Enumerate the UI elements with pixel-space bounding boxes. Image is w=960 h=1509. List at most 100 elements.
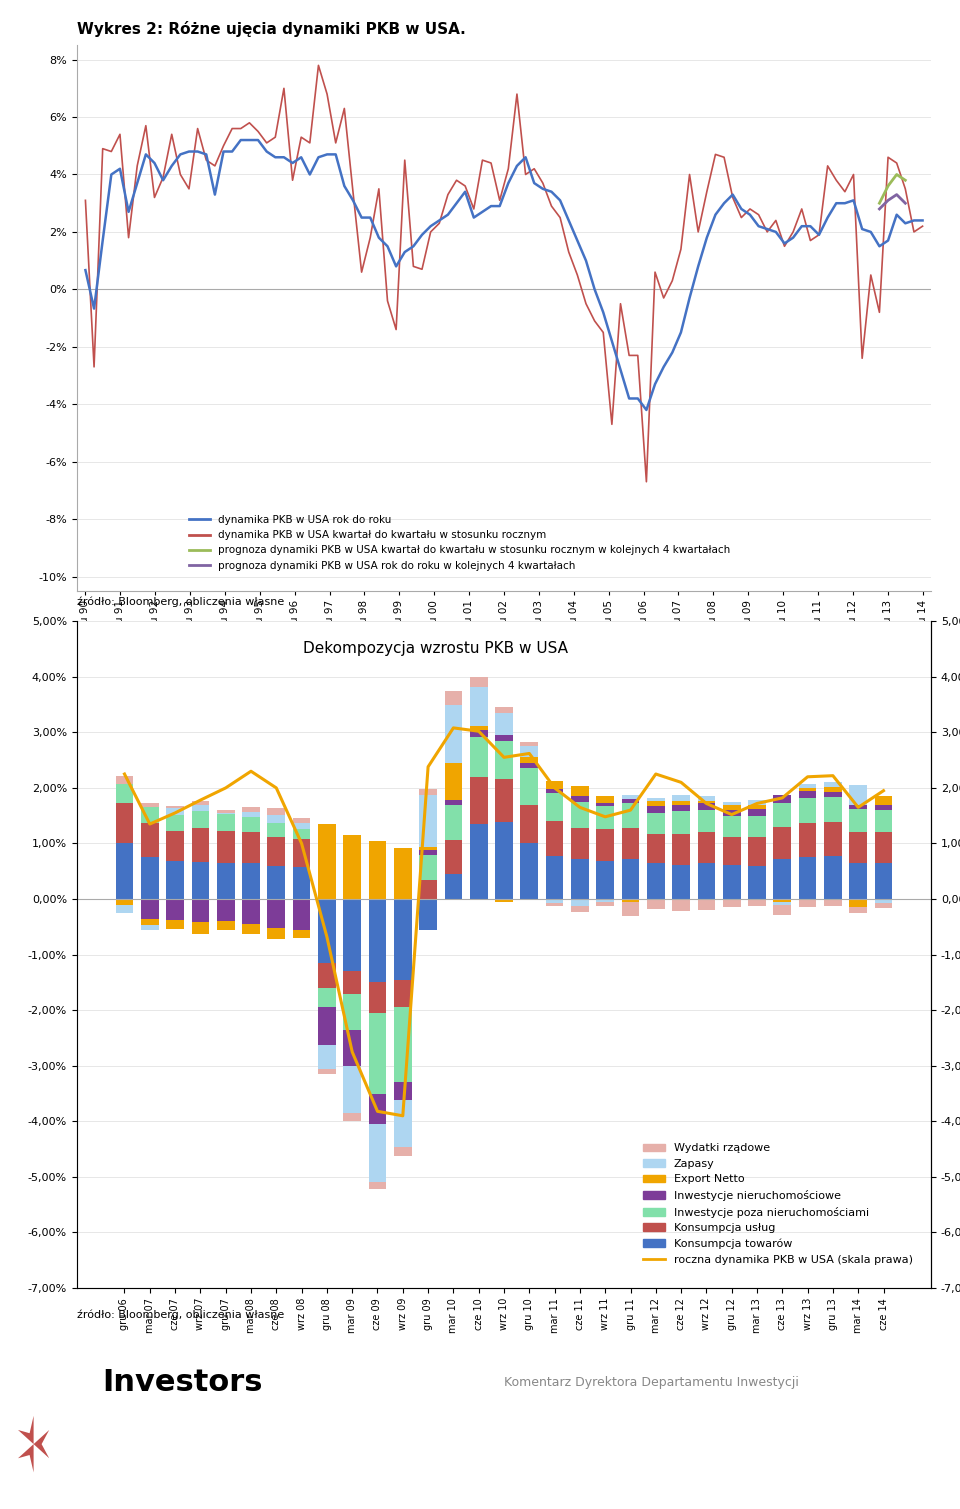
Bar — [824, 899, 842, 905]
Bar — [774, 904, 791, 914]
Bar — [672, 865, 690, 899]
Bar — [469, 730, 488, 736]
Bar — [192, 806, 209, 810]
Bar — [571, 859, 588, 899]
Bar — [217, 863, 234, 899]
Bar — [369, 899, 386, 982]
Bar — [698, 801, 715, 803]
Bar — [268, 928, 285, 939]
Bar — [774, 902, 791, 904]
Bar — [217, 810, 234, 813]
Bar — [596, 899, 614, 902]
Bar — [469, 777, 488, 824]
Bar — [850, 899, 867, 907]
Bar — [824, 792, 842, 797]
Bar — [495, 706, 513, 714]
Bar — [192, 801, 209, 806]
Bar — [268, 807, 285, 815]
Bar — [166, 862, 184, 899]
Bar — [596, 806, 614, 828]
Bar — [318, 988, 336, 1008]
Bar — [344, 834, 361, 899]
Bar — [242, 812, 260, 816]
Bar — [698, 803, 715, 810]
Bar — [141, 803, 158, 807]
Bar — [344, 972, 361, 993]
Bar — [799, 822, 816, 857]
Bar — [495, 822, 513, 899]
Bar — [318, 824, 336, 899]
Bar — [344, 899, 361, 972]
Bar — [369, 841, 386, 899]
Bar — [369, 1183, 386, 1189]
Bar — [875, 899, 893, 904]
Bar — [647, 899, 664, 908]
Bar — [520, 747, 539, 758]
Bar — [394, 848, 412, 899]
Bar — [622, 859, 639, 899]
Bar — [622, 803, 639, 828]
Bar — [495, 779, 513, 822]
Bar — [166, 815, 184, 830]
Bar — [622, 800, 639, 803]
Bar — [520, 764, 539, 768]
Bar — [166, 809, 184, 815]
Bar — [850, 863, 867, 899]
Bar — [469, 676, 488, 687]
Bar — [420, 795, 437, 848]
Polygon shape — [18, 1444, 34, 1473]
Bar — [495, 741, 513, 779]
Bar — [141, 857, 158, 899]
Bar — [369, 1094, 386, 1124]
Bar — [698, 833, 715, 863]
Bar — [115, 785, 133, 803]
Bar — [647, 863, 664, 899]
Bar — [622, 828, 639, 859]
Bar — [293, 824, 310, 828]
Bar — [293, 818, 310, 824]
Bar — [596, 803, 614, 806]
Bar — [748, 837, 766, 866]
Bar — [369, 1013, 386, 1094]
Bar — [875, 810, 893, 833]
Text: Komentarz Dyrektora Departamentu Inwestycji: Komentarz Dyrektora Departamentu Inwesty… — [504, 1376, 799, 1390]
Bar — [622, 899, 639, 902]
Bar — [723, 801, 740, 804]
Bar — [875, 833, 893, 863]
Bar — [748, 800, 766, 804]
Bar — [748, 816, 766, 837]
Bar — [192, 899, 209, 922]
Bar — [799, 899, 816, 907]
Bar — [192, 810, 209, 828]
Bar — [723, 810, 740, 816]
Bar — [166, 920, 184, 928]
Bar — [115, 844, 133, 899]
Bar — [824, 822, 842, 856]
Bar — [420, 789, 437, 795]
Text: Wykres 2: Różne ujęcia dynamiki PKB w USA.: Wykres 2: Różne ujęcia dynamiki PKB w US… — [77, 21, 466, 38]
Bar — [799, 798, 816, 822]
Bar — [242, 816, 260, 833]
Bar — [545, 794, 564, 821]
Bar — [420, 854, 437, 880]
Bar — [774, 827, 791, 859]
Bar — [344, 1029, 361, 1065]
Bar — [748, 899, 766, 905]
Bar — [545, 904, 564, 907]
Bar — [672, 795, 690, 801]
Bar — [698, 899, 715, 910]
Bar — [520, 804, 539, 844]
Bar — [141, 822, 158, 857]
Text: Investors: Investors — [103, 1369, 263, 1397]
Bar — [647, 813, 664, 834]
Bar — [115, 776, 133, 785]
Bar — [217, 922, 234, 930]
Bar — [596, 828, 614, 862]
Bar — [469, 726, 488, 730]
Bar — [647, 806, 664, 813]
Bar — [850, 809, 867, 833]
Bar — [622, 795, 639, 800]
Bar — [293, 839, 310, 866]
Bar — [268, 815, 285, 822]
Bar — [369, 982, 386, 1013]
